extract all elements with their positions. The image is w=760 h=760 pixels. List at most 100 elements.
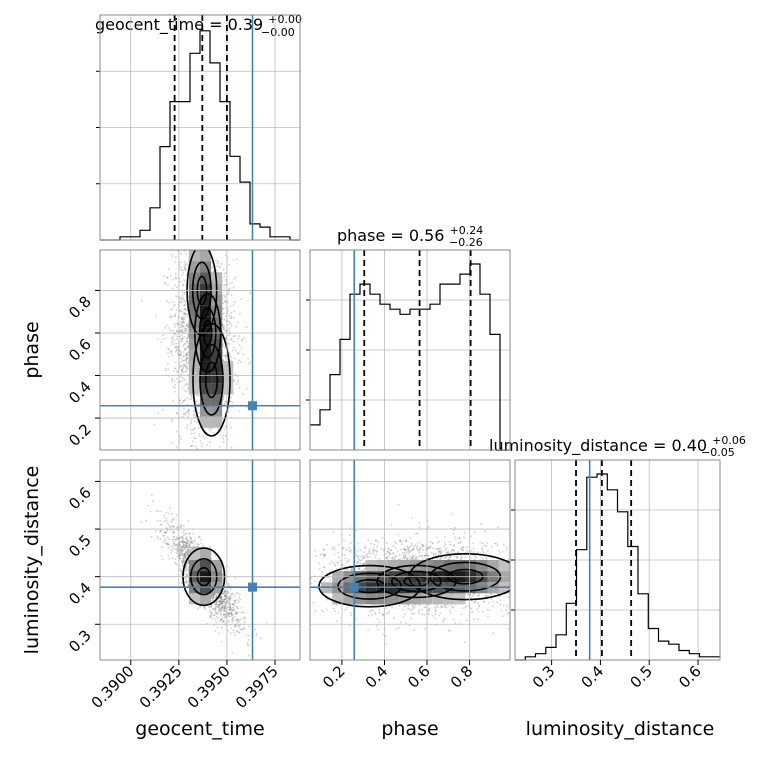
sample-point — [232, 599, 235, 602]
sample-point — [219, 595, 222, 598]
sample-point — [221, 618, 224, 620]
sample-point — [140, 521, 143, 523]
sample-point — [422, 549, 425, 551]
sample-point — [172, 245, 174, 247]
sample-point — [192, 410, 195, 412]
sample-point — [452, 607, 454, 609]
sample-point — [483, 600, 486, 603]
sample-point — [156, 535, 159, 538]
sample-point — [212, 608, 215, 610]
sample-point — [414, 544, 417, 547]
sample-point — [412, 605, 414, 608]
sample-point — [185, 552, 188, 554]
sample-point — [217, 467, 219, 469]
sample-point — [229, 356, 232, 358]
sample-point — [227, 290, 230, 293]
sample-point — [235, 606, 238, 609]
sample-point — [407, 548, 410, 551]
sample-point — [376, 549, 378, 552]
sample-point — [168, 355, 170, 358]
sample-point — [193, 236, 195, 238]
sample-point — [221, 467, 223, 469]
sample-point — [186, 424, 189, 427]
sample-point — [179, 380, 181, 383]
sample-point — [506, 612, 509, 615]
sample-point — [223, 287, 226, 289]
sample-point — [419, 555, 422, 557]
sample-point — [359, 562, 362, 565]
sample-point — [183, 547, 186, 549]
sample-point — [438, 550, 441, 553]
sample-point — [229, 588, 232, 591]
sample-point — [518, 547, 520, 549]
sample-point — [458, 537, 461, 540]
sample-point — [175, 309, 178, 311]
sample-point — [220, 626, 223, 629]
sample-point — [184, 267, 186, 269]
sample-point — [169, 350, 172, 353]
sample-point — [223, 325, 226, 327]
sample-point — [149, 510, 152, 513]
sample-point — [236, 321, 239, 324]
sample-point — [219, 614, 222, 616]
sample-point — [486, 549, 489, 552]
sample-point — [186, 553, 189, 556]
sample-point — [197, 536, 200, 539]
sample-point — [210, 611, 213, 614]
sample-point — [184, 546, 186, 549]
sample-point — [170, 520, 173, 523]
sample-point — [175, 255, 177, 258]
sample-point — [406, 557, 409, 559]
sample-point — [183, 359, 186, 362]
sample-point — [241, 339, 244, 342]
sample-point — [234, 599, 237, 602]
sample-point — [206, 234, 208, 236]
sample-point — [223, 608, 226, 610]
sample-point — [408, 555, 411, 558]
sample-point — [184, 552, 187, 555]
sample-point — [449, 543, 452, 546]
sample-point — [184, 329, 187, 332]
sample-point — [507, 627, 509, 630]
sample-point — [162, 541, 165, 543]
sample-point — [222, 613, 225, 616]
sample-point — [235, 612, 238, 614]
sample-point — [229, 605, 232, 608]
sample-point — [184, 370, 187, 373]
sample-point — [185, 532, 188, 535]
sample-point — [205, 451, 207, 453]
sample-point — [182, 269, 184, 272]
sample-point — [496, 601, 498, 604]
sample-point — [188, 413, 191, 416]
sample-point — [179, 309, 182, 312]
sample-point — [171, 354, 174, 357]
sample-point — [175, 338, 178, 341]
sample-point — [181, 380, 183, 383]
sample-point — [175, 333, 177, 336]
sample-point — [233, 357, 236, 360]
sample-point — [179, 280, 182, 283]
sample-point — [194, 241, 196, 243]
panel-inner — [100, 460, 300, 660]
sample-point — [179, 351, 182, 354]
sample-point — [229, 333, 231, 336]
sample-point — [199, 232, 201, 234]
sample-point — [366, 555, 369, 558]
sample-point — [186, 549, 189, 552]
sample-point — [228, 600, 231, 602]
sample-point — [214, 606, 217, 609]
density-cell — [211, 316, 223, 328]
sample-point — [229, 604, 232, 607]
sample-point — [200, 445, 203, 448]
sample-point — [460, 558, 462, 561]
sample-point — [172, 532, 175, 534]
sample-point — [397, 558, 400, 561]
sample-point — [197, 543, 200, 546]
sample-point — [224, 604, 227, 607]
sample-point — [230, 611, 233, 614]
sample-point — [223, 616, 226, 619]
sample-point — [475, 556, 478, 559]
sample-point — [469, 611, 472, 614]
sample-point — [321, 573, 324, 576]
sample-point — [216, 259, 219, 262]
